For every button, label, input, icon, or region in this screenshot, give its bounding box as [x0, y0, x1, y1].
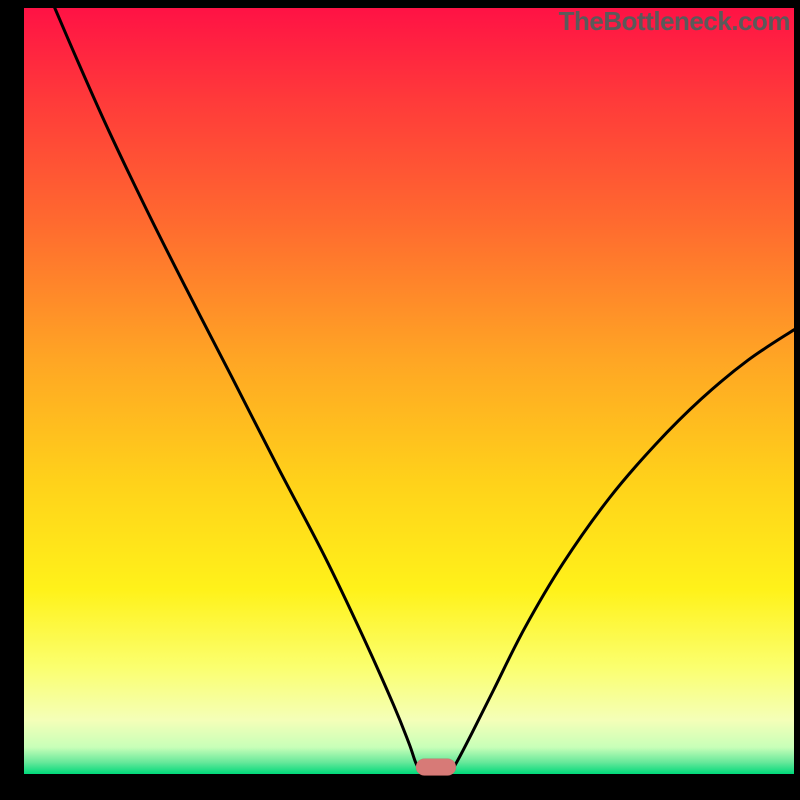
- bottleneck-chart: TheBottleneck.com: [0, 0, 800, 800]
- chart-svg: [0, 0, 800, 800]
- optimal-marker: [416, 759, 456, 776]
- watermark-label: TheBottleneck.com: [559, 6, 790, 37]
- plot-area: [24, 8, 794, 774]
